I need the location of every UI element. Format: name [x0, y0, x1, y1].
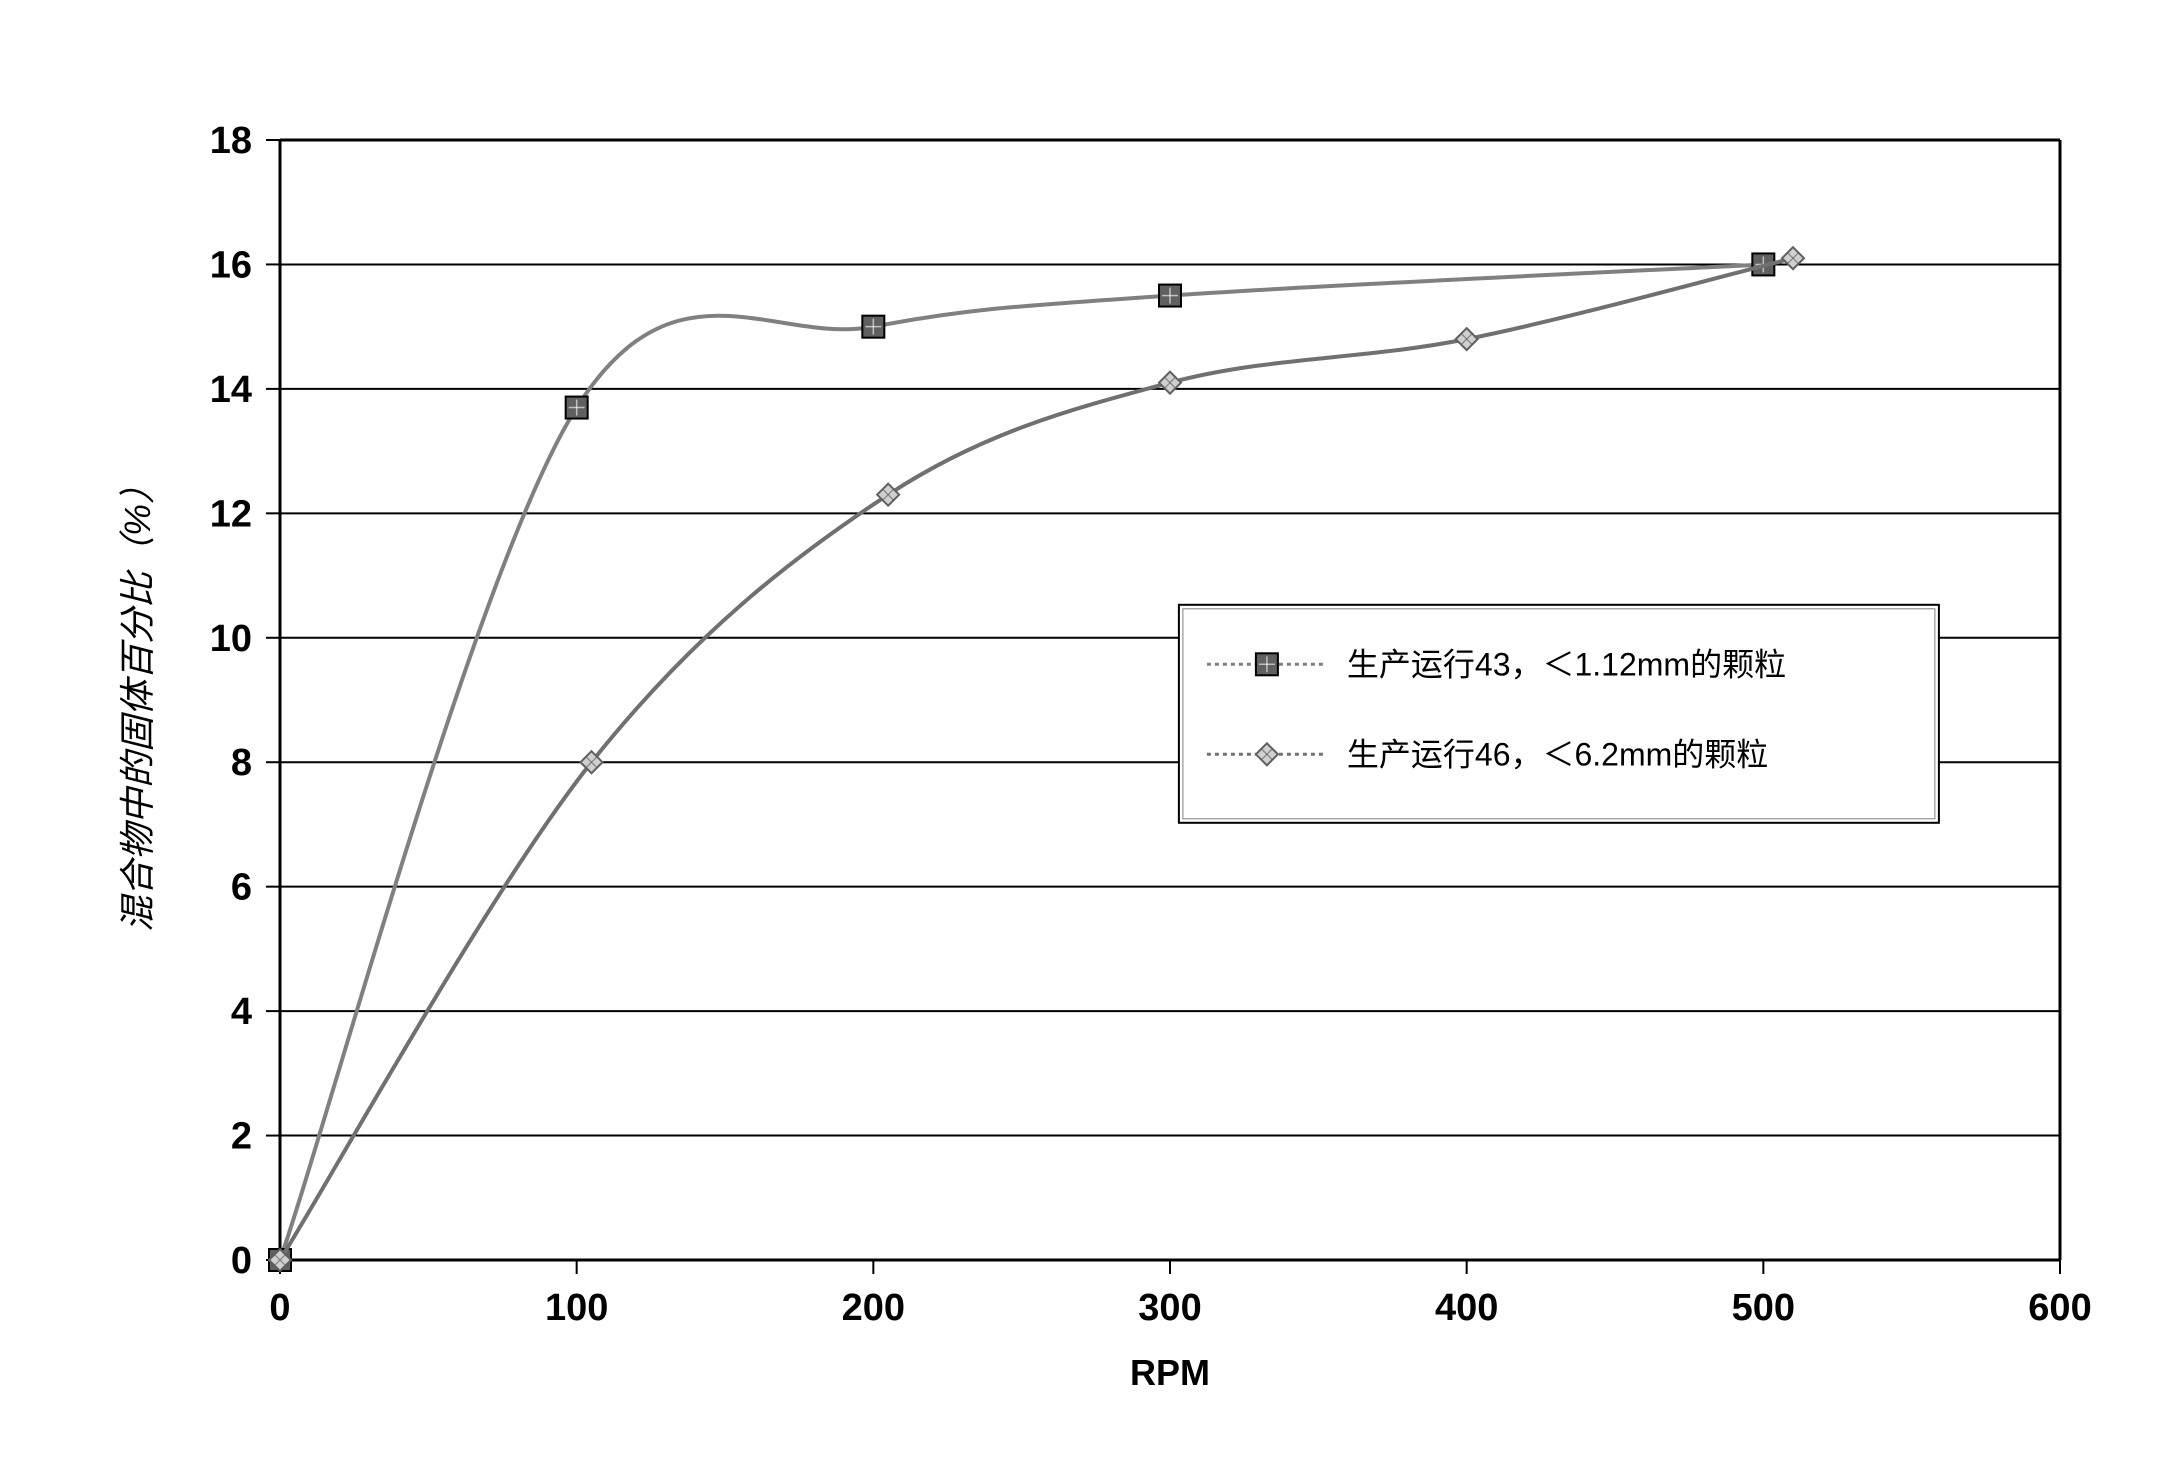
x-tick-label: 400 [1435, 1287, 1498, 1329]
y-tick-label: 10 [210, 618, 252, 660]
x-tick-label: 100 [545, 1287, 608, 1329]
x-tick-label: 600 [2028, 1287, 2091, 1329]
legend-label-0: 生产运行43，＜1.12mm的颗粒 [1347, 647, 1786, 683]
y-tick-label: 6 [231, 867, 252, 909]
legend: 生产运行43，＜1.12mm的颗粒生产运行46，＜6.2mm的颗粒 [1179, 605, 1939, 823]
x-tick-label: 500 [1732, 1287, 1795, 1329]
chart-container: 0 100 200 300 400 500 600 0 2 4 6 8 10 12 14 16 18 RPM 混合物… [0, 0, 2184, 1461]
rpm-solids-chart: 0 100 200 300 400 500 600 0 2 4 6 8 10 12 14 16 18 RPM 混合物… [0, 0, 2184, 1461]
x-tick-label: 200 [842, 1287, 905, 1329]
y-tick-label: 14 [210, 369, 252, 411]
legend-label-1: 生产运行46，＜6.2mm的颗粒 [1347, 737, 1768, 773]
y-axis-title: 混合物中的固体百分比（%） [117, 468, 158, 932]
y-tick-label: 18 [210, 120, 252, 162]
x-tick-label: 300 [1138, 1287, 1201, 1329]
x-axis-title: RPM [1130, 1352, 1210, 1393]
y-tick-label: 0 [231, 1240, 252, 1282]
y-tick-label: 8 [231, 742, 252, 784]
x-tick-label: 0 [269, 1287, 290, 1329]
y-tick-label: 4 [231, 991, 252, 1033]
y-tick-label: 12 [210, 493, 252, 535]
y-tick-label: 16 [210, 244, 252, 286]
y-tick-label: 2 [231, 1116, 252, 1158]
